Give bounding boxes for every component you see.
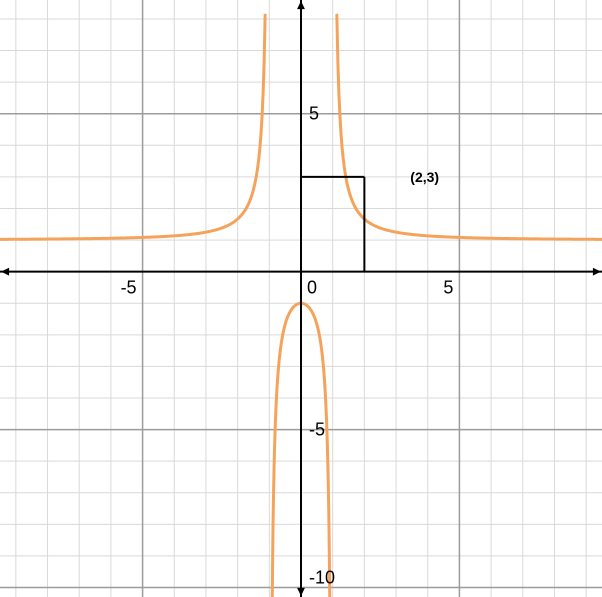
x-tick-label: 0 <box>307 278 317 298</box>
x-tick-label: -5 <box>121 278 137 298</box>
function-plot: (2,3) -5 0 5 5 -5 -10 <box>0 0 602 597</box>
x-tick-label: 5 <box>443 278 453 298</box>
chart-container: (2,3) -5 0 5 5 -5 -10 <box>0 0 602 597</box>
y-tick-label: -10 <box>309 568 335 588</box>
y-tick-label: 5 <box>309 104 319 124</box>
point-label: (2,3) <box>410 169 439 185</box>
y-tick-label: -5 <box>309 420 325 440</box>
